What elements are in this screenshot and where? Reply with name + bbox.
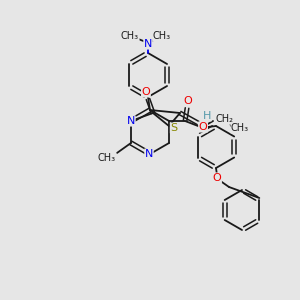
Text: CH₃: CH₃ (98, 153, 116, 163)
Text: CH₃: CH₃ (231, 123, 249, 133)
Text: N: N (145, 149, 153, 159)
Text: O: O (199, 122, 207, 132)
Text: CH₃: CH₃ (153, 31, 171, 41)
Text: S: S (170, 123, 178, 133)
Text: O: O (184, 96, 192, 106)
Text: N: N (144, 39, 152, 49)
Text: CH₂: CH₂ (215, 114, 233, 124)
Text: N: N (127, 116, 135, 126)
Text: O: O (142, 87, 150, 97)
Text: CH₃: CH₃ (121, 31, 139, 41)
Text: H: H (203, 111, 211, 121)
Text: O: O (213, 173, 221, 183)
